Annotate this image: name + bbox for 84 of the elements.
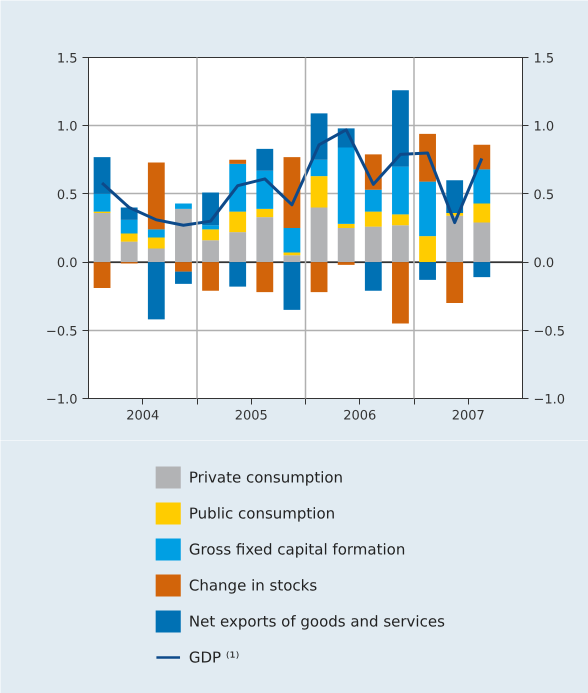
- y2-tick-label: −0.5: [534, 324, 566, 340]
- bar: [446, 262, 464, 304]
- bar: [310, 160, 328, 176]
- bar: [120, 233, 138, 242]
- bar: [256, 170, 274, 209]
- bar: [284, 157, 300, 228]
- bar: [392, 214, 409, 226]
- y2-tick-label: 0.5: [534, 188, 554, 203]
- legend-label: Private consumption: [188, 468, 344, 486]
- bar: [202, 225, 219, 230]
- line-series: [100, 128, 484, 227]
- legend-label: Public consumption: [188, 504, 336, 522]
- y2-tick-label: 0.0: [534, 256, 554, 272]
- y2-tick-label: −1.0: [534, 392, 566, 408]
- bar: [310, 208, 328, 262]
- y-tick-label: −1.0: [46, 392, 78, 408]
- bar: [229, 262, 246, 287]
- bar: [94, 212, 110, 262]
- x-tick-label: 2007: [452, 408, 485, 424]
- bar: [175, 272, 192, 284]
- bar: [148, 162, 165, 230]
- bar: [473, 169, 490, 204]
- bar: [202, 240, 219, 262]
- bar: [419, 236, 436, 262]
- bar: [175, 203, 192, 209]
- bar: [364, 262, 382, 291]
- bar: [419, 182, 436, 236]
- bar: [120, 220, 138, 234]
- bar: [148, 248, 165, 262]
- legend-label: Change in stocks: [188, 576, 318, 594]
- bar: [175, 262, 192, 272]
- bar: [310, 176, 328, 208]
- bar: [229, 212, 246, 232]
- bar: [338, 224, 355, 228]
- bar: [473, 222, 490, 262]
- x-tick-label: 2006: [343, 408, 376, 424]
- bar: [148, 229, 165, 238]
- legend-label: GDP ⁽¹⁾: [188, 648, 240, 666]
- y-tick-label: 1.5: [56, 52, 78, 66]
- bar: [284, 228, 300, 253]
- bar: [338, 228, 355, 262]
- bar: [392, 166, 409, 214]
- bar: [148, 238, 165, 248]
- bar: [229, 232, 246, 262]
- bar: [284, 262, 300, 310]
- bar: [175, 208, 192, 262]
- bar: [256, 148, 274, 171]
- y-tick-label: 0.0: [56, 256, 78, 272]
- bar: [202, 229, 219, 240]
- legend-label: Net exports of goods and services: [188, 612, 446, 630]
- bar: [284, 252, 300, 256]
- bar: [94, 194, 110, 212]
- legend-label: Gross fixed capital formation: [188, 540, 406, 558]
- bar: [392, 262, 409, 324]
- bar: [419, 262, 436, 280]
- y2-tick-label: 1.5: [534, 52, 554, 66]
- bar: [473, 262, 490, 278]
- bar: [284, 255, 300, 262]
- bar: [202, 262, 219, 291]
- bar: [94, 262, 110, 288]
- bar: [229, 160, 246, 164]
- bar: [392, 225, 409, 262]
- bar: [364, 190, 382, 212]
- y-tick-label: 1.0: [56, 120, 78, 135]
- bar: [338, 148, 355, 224]
- bar: [148, 262, 165, 320]
- bar: [473, 203, 490, 223]
- bar: [256, 217, 274, 262]
- x-tick-label: 2004: [126, 408, 160, 424]
- bar: [392, 90, 409, 167]
- x-tick-label: 2005: [234, 408, 268, 424]
- y-tick-label: 0.5: [56, 188, 78, 203]
- bar: [364, 226, 382, 262]
- bar: [310, 262, 328, 292]
- bar: [229, 164, 246, 212]
- y2-tick-label: 1.0: [534, 120, 554, 135]
- bar: [120, 242, 138, 262]
- bar: [256, 262, 274, 292]
- y-tick-label: −0.5: [46, 324, 78, 340]
- bar: [338, 262, 355, 265]
- bar: [364, 212, 382, 227]
- bar: [256, 208, 274, 218]
- bar: [446, 216, 464, 262]
- bar: [94, 157, 110, 194]
